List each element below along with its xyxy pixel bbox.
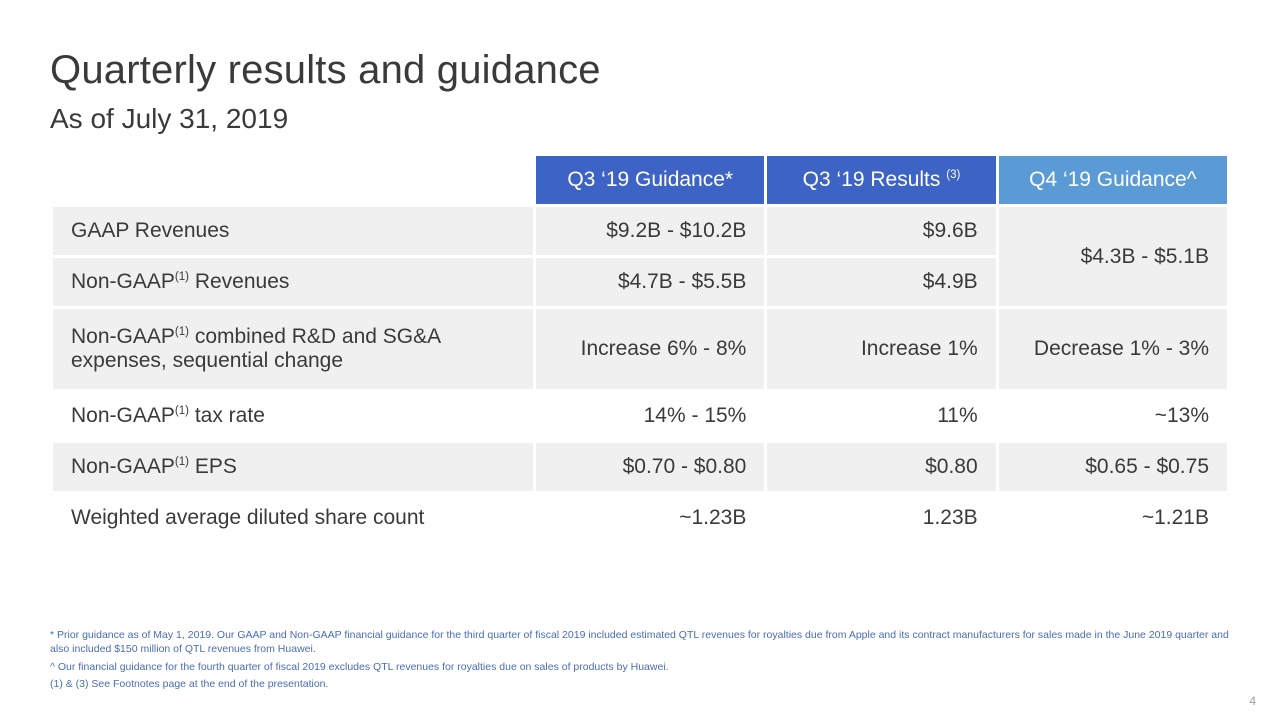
table-row: Non-GAAP(1) EPS $0.70 - $0.80 $0.80 $0.6… <box>53 443 1227 491</box>
label-sup: (1) <box>175 326 189 338</box>
page-subtitle: As of July 31, 2019 <box>50 103 1230 135</box>
row-label: Non-GAAP(1) tax rate <box>53 392 533 440</box>
row-label: Weighted average diluted share count <box>53 494 533 542</box>
cell: ~1.23B <box>536 494 764 542</box>
results-table: Q3 ‘19 Guidance* Q3 ‘19 Results (3) Q4 ‘… <box>50 153 1230 545</box>
cell: $4.9B <box>767 258 995 306</box>
cell: Increase 6% - 8% <box>536 309 764 389</box>
cell: 1.23B <box>767 494 995 542</box>
row-label: Non-GAAP(1) combined R&D and SG&A expens… <box>53 309 533 389</box>
table-header-row: Q3 ‘19 Guidance* Q3 ‘19 Results (3) Q4 ‘… <box>53 156 1227 204</box>
label-sup: (1) <box>175 456 189 468</box>
label-pre: Non-GAAP <box>71 404 175 427</box>
label-post: Revenues <box>189 270 289 293</box>
cell: $0.65 - $0.75 <box>999 443 1227 491</box>
cell: 11% <box>767 392 995 440</box>
label-sup: (1) <box>175 405 189 417</box>
cell: Increase 1% <box>767 309 995 389</box>
cell: ~1.21B <box>999 494 1227 542</box>
label-pre: Non-GAAP <box>71 270 175 293</box>
cell: $9.2B - $10.2B <box>536 207 764 255</box>
cell: $0.70 - $0.80 <box>536 443 764 491</box>
header-q4-guidance: Q4 ‘19 Guidance^ <box>999 156 1227 204</box>
header-q3-results: Q3 ‘19 Results (3) <box>767 156 995 204</box>
table-row: Weighted average diluted share count ~1.… <box>53 494 1227 542</box>
row-label: Non-GAAP(1) EPS <box>53 443 533 491</box>
row-label: Non-GAAP(1) Revenues <box>53 258 533 306</box>
table-row: Non-GAAP(1) combined R&D and SG&A expens… <box>53 309 1227 389</box>
footnotes: * Prior guidance as of May 1, 2019. Our … <box>50 628 1230 694</box>
label-post: tax rate <box>189 404 265 427</box>
cell: $4.7B - $5.5B <box>536 258 764 306</box>
cell: $0.80 <box>767 443 995 491</box>
row-label: GAAP Revenues <box>53 207 533 255</box>
label-pre: Non-GAAP <box>71 325 175 348</box>
footnote-3: (1) & (3) See Footnotes page at the end … <box>50 677 1230 691</box>
footnote-2: ^ Our financial guidance for the fourth … <box>50 660 1230 674</box>
table-row: Non-GAAP(1) tax rate 14% - 15% 11% ~13% <box>53 392 1227 440</box>
page-number: 4 <box>1249 694 1256 708</box>
header-q3-results-sup: (3) <box>946 169 960 181</box>
cell-merged: $4.3B - $5.1B <box>999 207 1227 306</box>
cell: $9.6B <box>767 207 995 255</box>
page-title: Quarterly results and guidance <box>50 48 1230 93</box>
cell: 14% - 15% <box>536 392 764 440</box>
label-sup: (1) <box>175 271 189 283</box>
header-q3-results-text: Q3 ‘19 Results <box>803 168 941 191</box>
footnote-1: * Prior guidance as of May 1, 2019. Our … <box>50 628 1230 656</box>
header-q3-guidance: Q3 ‘19 Guidance* <box>536 156 764 204</box>
cell: Decrease 1% - 3% <box>999 309 1227 389</box>
cell: ~13% <box>999 392 1227 440</box>
label-post: EPS <box>189 455 237 478</box>
label-pre: Non-GAAP <box>71 455 175 478</box>
table-row: GAAP Revenues $9.2B - $10.2B $9.6B $4.3B… <box>53 207 1227 255</box>
slide: Quarterly results and guidance As of Jul… <box>0 0 1280 720</box>
header-blank <box>53 156 533 204</box>
